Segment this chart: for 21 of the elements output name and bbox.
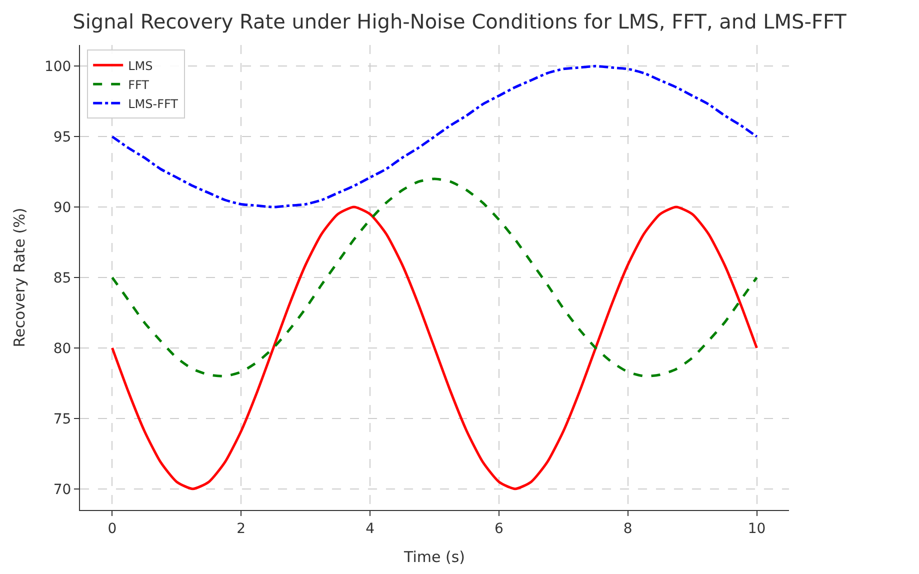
x-tick-label: 10 [748, 520, 766, 537]
y-tick-label: 80 [53, 340, 72, 357]
x-axis-title: Time (s) [403, 548, 465, 566]
chart-title: Signal Recovery Rate under High-Noise Conditions for LMS, FFT, and LMS-FFT [72, 9, 848, 34]
line-series [110, 178, 758, 378]
legend-label: LMS-FFT [128, 96, 179, 111]
x-tick-label: 2 [236, 520, 246, 537]
x-tick-label: 0 [108, 520, 117, 537]
legend-label: FFT [128, 78, 150, 92]
y-axis-title: Recovery Rate (%) [10, 208, 29, 348]
legend-label: LMS [128, 58, 153, 73]
line-series [110, 206, 758, 490]
y-tick-label: 100 [44, 59, 72, 76]
x-tick-label: 6 [494, 520, 504, 537]
y-tick-label: 90 [53, 200, 72, 216]
x-tick-label: 8 [623, 520, 632, 537]
y-tick-label: 85 [53, 270, 72, 286]
y-tick-label: 75 [53, 411, 72, 428]
y-tick-label: 70 [53, 482, 72, 498]
y-tick-label: 95 [53, 129, 72, 146]
x-tick-label: 4 [366, 520, 375, 537]
